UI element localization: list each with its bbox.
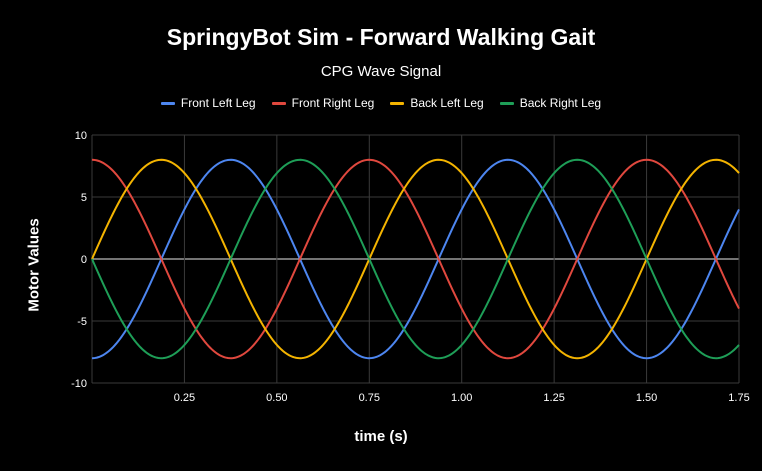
series-line-front-right-leg (91, 158, 740, 360)
legend-label: Front Left Leg (180, 96, 256, 110)
series-line-back-left-leg (91, 158, 740, 360)
x-tick-label: 1.75 (728, 392, 749, 404)
x-tick-label: 0.25 (174, 392, 195, 404)
series-line-back-right-leg (91, 158, 740, 360)
legend-swatch (499, 101, 514, 105)
x-tick-label: 1.50 (636, 392, 657, 404)
y-tick-label: 0 (81, 254, 87, 266)
y-tick-label: 5 (81, 192, 87, 204)
legend-item-front-right[interactable]: Front Right Leg (271, 96, 375, 110)
legend-item-back-left[interactable]: Back Left Leg (390, 96, 484, 110)
y-tick-label: -5 (77, 316, 87, 328)
chart-legend: Front Left Leg Front Right Leg Back Left… (0, 96, 762, 110)
legend-label: Front Right Leg (291, 96, 375, 110)
y-tick-label: 10 (75, 130, 87, 142)
legend-swatch (160, 101, 175, 105)
y-tick-label: -10 (71, 378, 87, 390)
series-line-front-left-leg (91, 158, 740, 360)
y-axis-label: Motor Values (25, 218, 43, 312)
x-tick-label: 1.00 (451, 392, 472, 404)
x-axis-label: time (s) (354, 428, 408, 445)
legend-swatch (271, 101, 286, 105)
x-tick-label: 0.75 (359, 392, 380, 404)
chart-title: SpringyBot Sim - Forward Walking Gait (166, 24, 596, 50)
x-tick-label: 1.25 (543, 392, 564, 404)
legend-label: Back Left Leg (410, 96, 484, 110)
x-tick-label: 0.50 (266, 392, 287, 404)
legend-item-front-left[interactable]: Front Left Leg (160, 96, 256, 110)
legend-label: Back Right Leg (519, 96, 602, 110)
legend-swatch (390, 101, 405, 105)
legend-item-back-right[interactable]: Back Right Leg (499, 96, 602, 110)
chart-subtitle: CPG Wave Signal (320, 63, 442, 80)
